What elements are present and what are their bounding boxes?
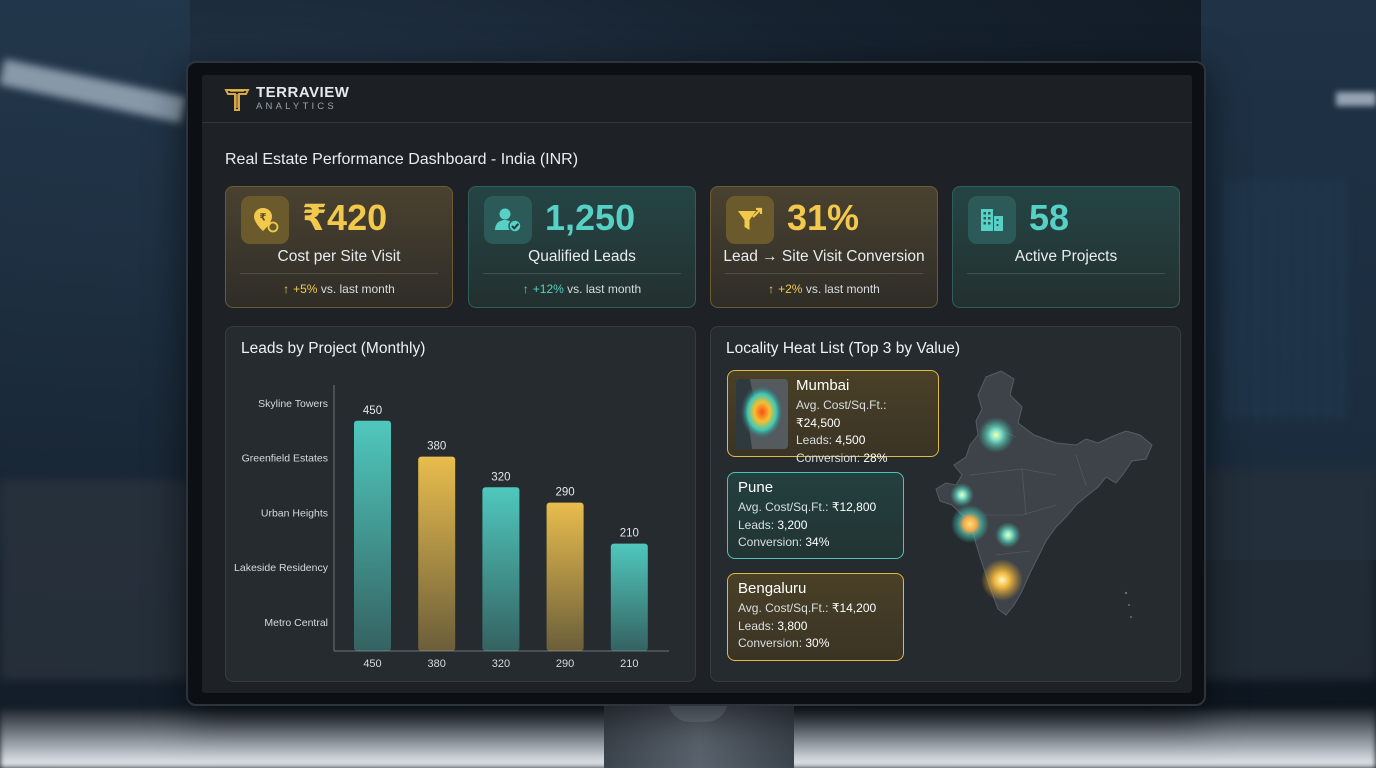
- kpi-divider: [483, 273, 681, 274]
- x-tick-label: 450: [363, 658, 381, 670]
- bar[interactable]: [418, 456, 456, 651]
- locality-heat-list-panel: Locality Heat List (Top 3 by Value): [710, 326, 1181, 682]
- bar-data-label: 210: [620, 528, 639, 540]
- heat-spot-hyderabad: [995, 522, 1021, 548]
- bar-data-label: 380: [427, 441, 446, 453]
- locality-conversion: Conversion: 30%: [738, 636, 830, 650]
- locality-conversion: Conversion: 28%: [796, 450, 888, 465]
- leads-by-project-panel: Leads by Project (Monthly) Skyline Tower…: [225, 326, 696, 682]
- locality-conversion: Conversion: 34%: [738, 535, 830, 549]
- trend-up-icon: ↑: [283, 282, 290, 296]
- kpi-card-qualified-leads[interactable]: 1,250 Qualified Leads ↑ +12% vs. last mon…: [468, 186, 696, 308]
- kpi-value: 58: [1029, 197, 1070, 238]
- trend-percent: +12%: [532, 282, 564, 296]
- brand-subtitle: ANALYTICS: [256, 101, 337, 113]
- panel-title: Leads by Project (Monthly): [241, 340, 426, 357]
- kpi-divider: [240, 273, 438, 274]
- trend-suffix: vs. last month: [802, 282, 880, 296]
- locality-leads: Leads: 3,800: [738, 618, 808, 633]
- bar[interactable]: [354, 420, 391, 651]
- bar[interactable]: [610, 543, 648, 651]
- x-tick-label: 380: [428, 658, 446, 670]
- panel-title: Locality Heat List (Top 3 by Value): [726, 340, 961, 357]
- trend-percent: +2%: [778, 282, 803, 296]
- bar-data-label: 320: [491, 471, 510, 483]
- bar[interactable]: [546, 502, 584, 651]
- locality-card-mumbai[interactable]: Mumbai Avg. Cost/Sq.Ft.: ₹24,500 Leads: …: [727, 370, 939, 465]
- kpi-trend: ↑ +12% vs. last month: [469, 282, 695, 296]
- kpi-divider: [725, 273, 923, 274]
- y-category-label: Skyline Towers: [258, 398, 328, 410]
- monitor: TERRAVIEW ANALYTICS Real Estate Performa…: [186, 61, 1206, 706]
- terraview-logo-icon: [224, 86, 250, 112]
- y-category-label: Metro Central: [264, 617, 328, 629]
- kpi-value: 31%: [787, 197, 860, 238]
- leads-bar-chart: Skyline Towers Greenfield Estates Urban He…: [234, 385, 669, 670]
- heat-spot-bengaluru: [981, 559, 1023, 601]
- kpi-label: Qualified Leads: [528, 248, 636, 265]
- locality-leads: Leads: 3,200: [738, 517, 808, 532]
- background-desk-left: [0, 480, 190, 680]
- kpi-trend: ↑ +5% vs. last month: [226, 282, 452, 296]
- mumbai-heatmap-thumbnail: [736, 379, 788, 449]
- kpi-value: ₹420: [302, 197, 388, 238]
- funnel-icon: [726, 196, 774, 244]
- background-city-lights: [1226, 180, 1346, 420]
- y-category-label: Urban Heights: [261, 507, 328, 519]
- kpi-label: Active Projects: [1014, 248, 1118, 265]
- background-desk-right: [1201, 470, 1376, 680]
- location-pin-rupee-icon: ₹: [241, 196, 289, 244]
- x-tick-label: 290: [556, 658, 574, 670]
- trend-suffix: vs. last month: [563, 282, 642, 296]
- kpi-divider: [967, 273, 1165, 274]
- user-check-icon: [484, 196, 532, 244]
- locality-city-name: Mumbai: [796, 377, 850, 394]
- background-ceiling-light-right: [1336, 92, 1376, 106]
- locality-card-bengaluru[interactable]: Bengaluru Avg. Cost/Sq.Ft.: ₹14,200 Lead…: [727, 573, 904, 661]
- y-category-label: Greenfield Estates: [242, 453, 328, 465]
- bar-data-label: 290: [556, 487, 575, 499]
- locality-city-name: Pune: [738, 479, 774, 496]
- brand-name: TERRAVIEW: [256, 84, 350, 102]
- kpi-trend: ↑ +2% vs. last month: [711, 282, 937, 296]
- locality-avg-cost: Avg. Cost/Sq.Ft.: ₹24,500: [796, 398, 887, 430]
- x-tick-label: 210: [620, 658, 638, 670]
- app-header: TERRAVIEW ANALYTICS: [202, 75, 1192, 123]
- trend-up-icon: ↑: [768, 282, 775, 296]
- trend-suffix: vs. last month: [317, 282, 395, 296]
- x-tick-label: 320: [492, 658, 510, 670]
- page-title: Real Estate Performance Dashboard - Indi…: [225, 151, 579, 168]
- buildings-icon: [968, 196, 1016, 244]
- locality-city-name: Bengaluru: [738, 580, 807, 597]
- kpi-label: Lead → Site Visit Conversion: [723, 248, 925, 265]
- kpi-label: Cost per Site Visit: [277, 248, 401, 265]
- heat-spot-gujarat: [950, 483, 974, 507]
- locality-card-pune[interactable]: Pune Avg. Cost/Sq.Ft.: ₹12,800 Leads: 3,…: [727, 472, 904, 559]
- svg-text:₹: ₹: [260, 213, 267, 224]
- heat-spot-mumbai-pune: [951, 505, 989, 543]
- locality-avg-cost: Avg. Cost/Sq.Ft.: ₹12,800: [738, 500, 877, 514]
- bar-data-label: 450: [363, 405, 382, 417]
- y-category-label: Lakeside Residency: [234, 562, 329, 574]
- kpi-card-conversion[interactable]: 31% Lead → Site Visit Conversion ↑ +2% vs…: [710, 186, 938, 308]
- locality-avg-cost: Avg. Cost/Sq.Ft.: ₹14,200: [738, 601, 877, 615]
- india-heat-map: [935, 370, 1153, 618]
- kpi-card-cost-per-site-visit[interactable]: ₹ ₹420 Cost per Site Visit ↑ +5% vs. last…: [225, 186, 453, 308]
- locality-leads: Leads: 4,500: [796, 433, 866, 447]
- trend-percent: +5%: [293, 282, 318, 296]
- bar[interactable]: [482, 487, 520, 651]
- heat-spot-north: [978, 417, 1014, 453]
- kpi-value: 1,250: [545, 197, 636, 238]
- dashboard-screen: TERRAVIEW ANALYTICS Real Estate Performa…: [202, 75, 1192, 693]
- trend-up-icon: ↑: [522, 282, 529, 296]
- kpi-card-active-projects[interactable]: 58 Active Projects: [952, 186, 1180, 308]
